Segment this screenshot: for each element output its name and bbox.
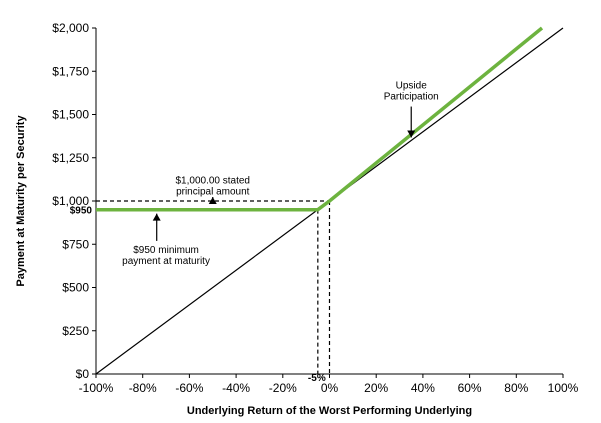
y-axis-ticks: $0 $250 $500 $750 $1,000 $1,250 $1,500 $1,750 $2… bbox=[52, 21, 96, 381]
annotations: $950-5%$1,000.00 stated principal amount$… bbox=[70, 81, 439, 384]
x-tick-label: 20% bbox=[364, 381, 388, 395]
x-tick-label: 40% bbox=[411, 381, 435, 395]
principal-arrow-head bbox=[208, 197, 217, 204]
y-tick-label: $0 bbox=[76, 367, 90, 381]
x-tick-label: 80% bbox=[504, 381, 528, 395]
y-tick-label: $2,000 bbox=[52, 21, 89, 35]
x-tick-label: 100% bbox=[548, 381, 579, 395]
x-tick-label: -40% bbox=[222, 381, 250, 395]
y-tick-label: $750 bbox=[62, 237, 89, 251]
y-tick-label: $1,250 bbox=[52, 151, 89, 165]
x-tick-label: -60% bbox=[175, 381, 203, 395]
x-tick-label: -20% bbox=[269, 381, 297, 395]
annotation-principal: $1,000.00 stated principal amount bbox=[175, 176, 250, 198]
annotation-minimum: $950 minimum payment at maturity bbox=[122, 245, 210, 267]
minimum-arrow-head bbox=[152, 213, 161, 221]
annotation-line: principal amount bbox=[176, 187, 250, 198]
y-tick-label: $1,500 bbox=[52, 108, 89, 122]
payment-at-maturity-line bbox=[96, 26, 544, 212]
y-axis-title: Payment at Maturity per Security bbox=[15, 115, 27, 287]
annotation-line: $950 minimum bbox=[133, 245, 199, 256]
series-group bbox=[95, 26, 564, 375]
x-tick-label: 0% bbox=[321, 381, 339, 395]
annotation-line: Participation bbox=[384, 92, 439, 103]
y-tick-label: $1,750 bbox=[52, 64, 89, 78]
upside-arrow-head bbox=[407, 130, 416, 138]
annotation-line: Upside bbox=[396, 81, 428, 92]
y-tick-label: $250 bbox=[62, 324, 89, 338]
x-tick-label: -100% bbox=[79, 381, 114, 395]
x-tick-label: 60% bbox=[458, 381, 482, 395]
y-tick-label: $1,000 bbox=[52, 194, 89, 208]
x-tick-label: -80% bbox=[129, 381, 157, 395]
annotation-line: $1,000.00 stated bbox=[175, 176, 250, 187]
annotation-line: payment at maturity bbox=[122, 256, 210, 267]
reference-lines bbox=[96, 200, 331, 374]
buffer-value-label: -5% bbox=[308, 373, 326, 384]
x-axis-ticks: -100% -80% -60% -40% -20% 0% 20% 40% 60% 80% 100% bbox=[79, 374, 579, 395]
y-tick-label: $500 bbox=[62, 281, 89, 295]
min-payment-value-label: $950 bbox=[70, 206, 93, 217]
x-axis-title: Underlying Return of the Worst Performin… bbox=[187, 405, 472, 417]
annotation-upside: Upside Participation bbox=[384, 81, 439, 103]
